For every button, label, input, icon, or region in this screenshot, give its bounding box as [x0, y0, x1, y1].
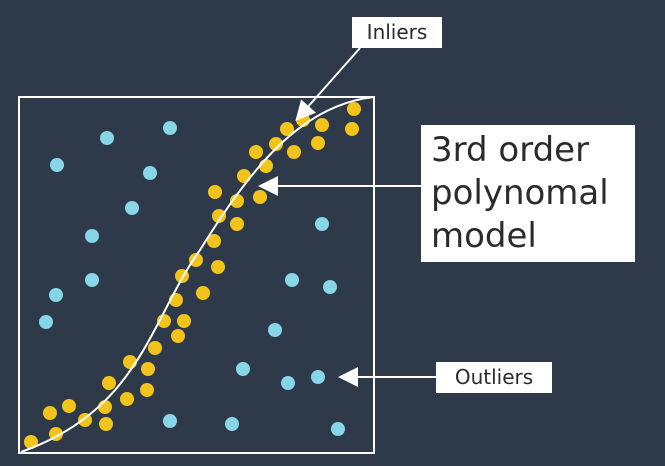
outlier-point — [143, 166, 157, 180]
outlier-point — [125, 201, 139, 215]
inlier-point — [269, 137, 283, 151]
outlier-point — [281, 376, 295, 390]
inlier-point — [140, 383, 154, 397]
plot-frame — [18, 96, 375, 454]
outlier-point — [285, 273, 299, 287]
inliers-arrow — [295, 47, 361, 121]
inlier-point — [141, 362, 155, 376]
outlier-point — [39, 315, 53, 329]
inlier-point — [211, 260, 225, 274]
model-label-line-3: model — [431, 216, 537, 256]
outlier-point — [331, 422, 345, 436]
inlier-point — [345, 122, 359, 136]
inlier-point — [230, 217, 244, 231]
inlier-point — [230, 194, 244, 208]
outliers-label: Outliers — [436, 362, 552, 393]
inlier-point — [212, 209, 226, 223]
outlier-point — [85, 273, 99, 287]
inlier-point — [189, 253, 203, 267]
outlier-points — [39, 121, 345, 436]
polynomial-curve — [20, 96, 375, 453]
inlier-point — [280, 122, 294, 136]
model-label-line-1: 3rd order — [431, 130, 590, 170]
inlier-point — [249, 145, 263, 159]
inlier-point — [253, 190, 267, 204]
inlier-point — [177, 314, 191, 328]
inlier-point — [99, 417, 113, 431]
outlier-point — [311, 370, 325, 384]
outlier-point — [225, 417, 239, 431]
inlier-point — [171, 329, 185, 343]
inlier-point — [311, 136, 325, 150]
outlier-point — [85, 229, 99, 243]
inlier-point — [102, 376, 116, 390]
inlier-point — [148, 341, 162, 355]
inlier-point — [347, 102, 361, 116]
outlier-point — [49, 288, 63, 302]
inlier-point — [207, 234, 221, 248]
inliers-label: Inliers — [352, 17, 442, 48]
model-label-line-2: polynomal — [431, 173, 609, 213]
outlier-point — [268, 323, 282, 337]
outlier-point — [163, 121, 177, 135]
outlier-point — [100, 131, 114, 145]
outlier-point — [323, 280, 337, 294]
inlier-point — [196, 286, 210, 300]
inlier-point — [315, 118, 329, 132]
model-label: 3rd order polynomal model — [421, 125, 635, 262]
inlier-point — [24, 435, 38, 449]
inlier-point — [287, 145, 301, 159]
outlier-point — [163, 414, 177, 428]
inlier-point — [62, 399, 76, 413]
outlier-point — [236, 362, 250, 376]
inlier-point — [43, 406, 57, 420]
outlier-point — [50, 158, 64, 172]
inlier-point — [208, 185, 222, 199]
inlier-points — [24, 102, 361, 449]
outlier-point — [315, 217, 329, 231]
inlier-point — [120, 392, 134, 406]
